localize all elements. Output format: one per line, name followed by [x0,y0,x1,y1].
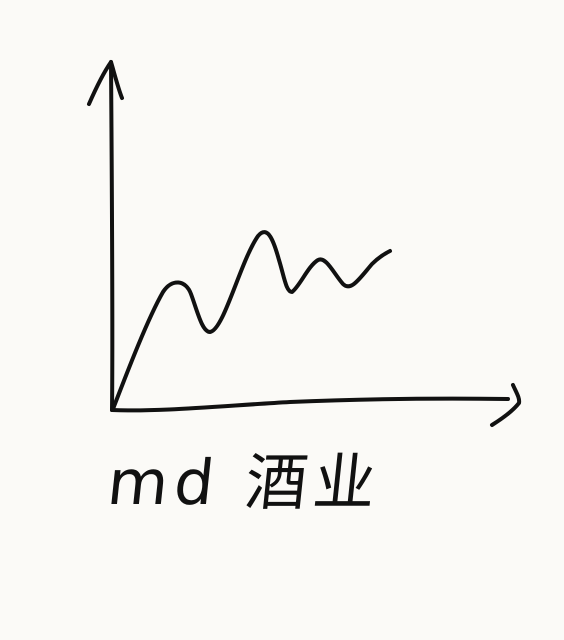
trend-line [111,230,392,411]
x-axis-line [110,396,510,413]
caption-text: md 酒业 [104,446,386,519]
x-axis-arrowhead [490,383,522,427]
y-axis-line [109,60,115,412]
y-axis-arrowhead [87,60,124,106]
